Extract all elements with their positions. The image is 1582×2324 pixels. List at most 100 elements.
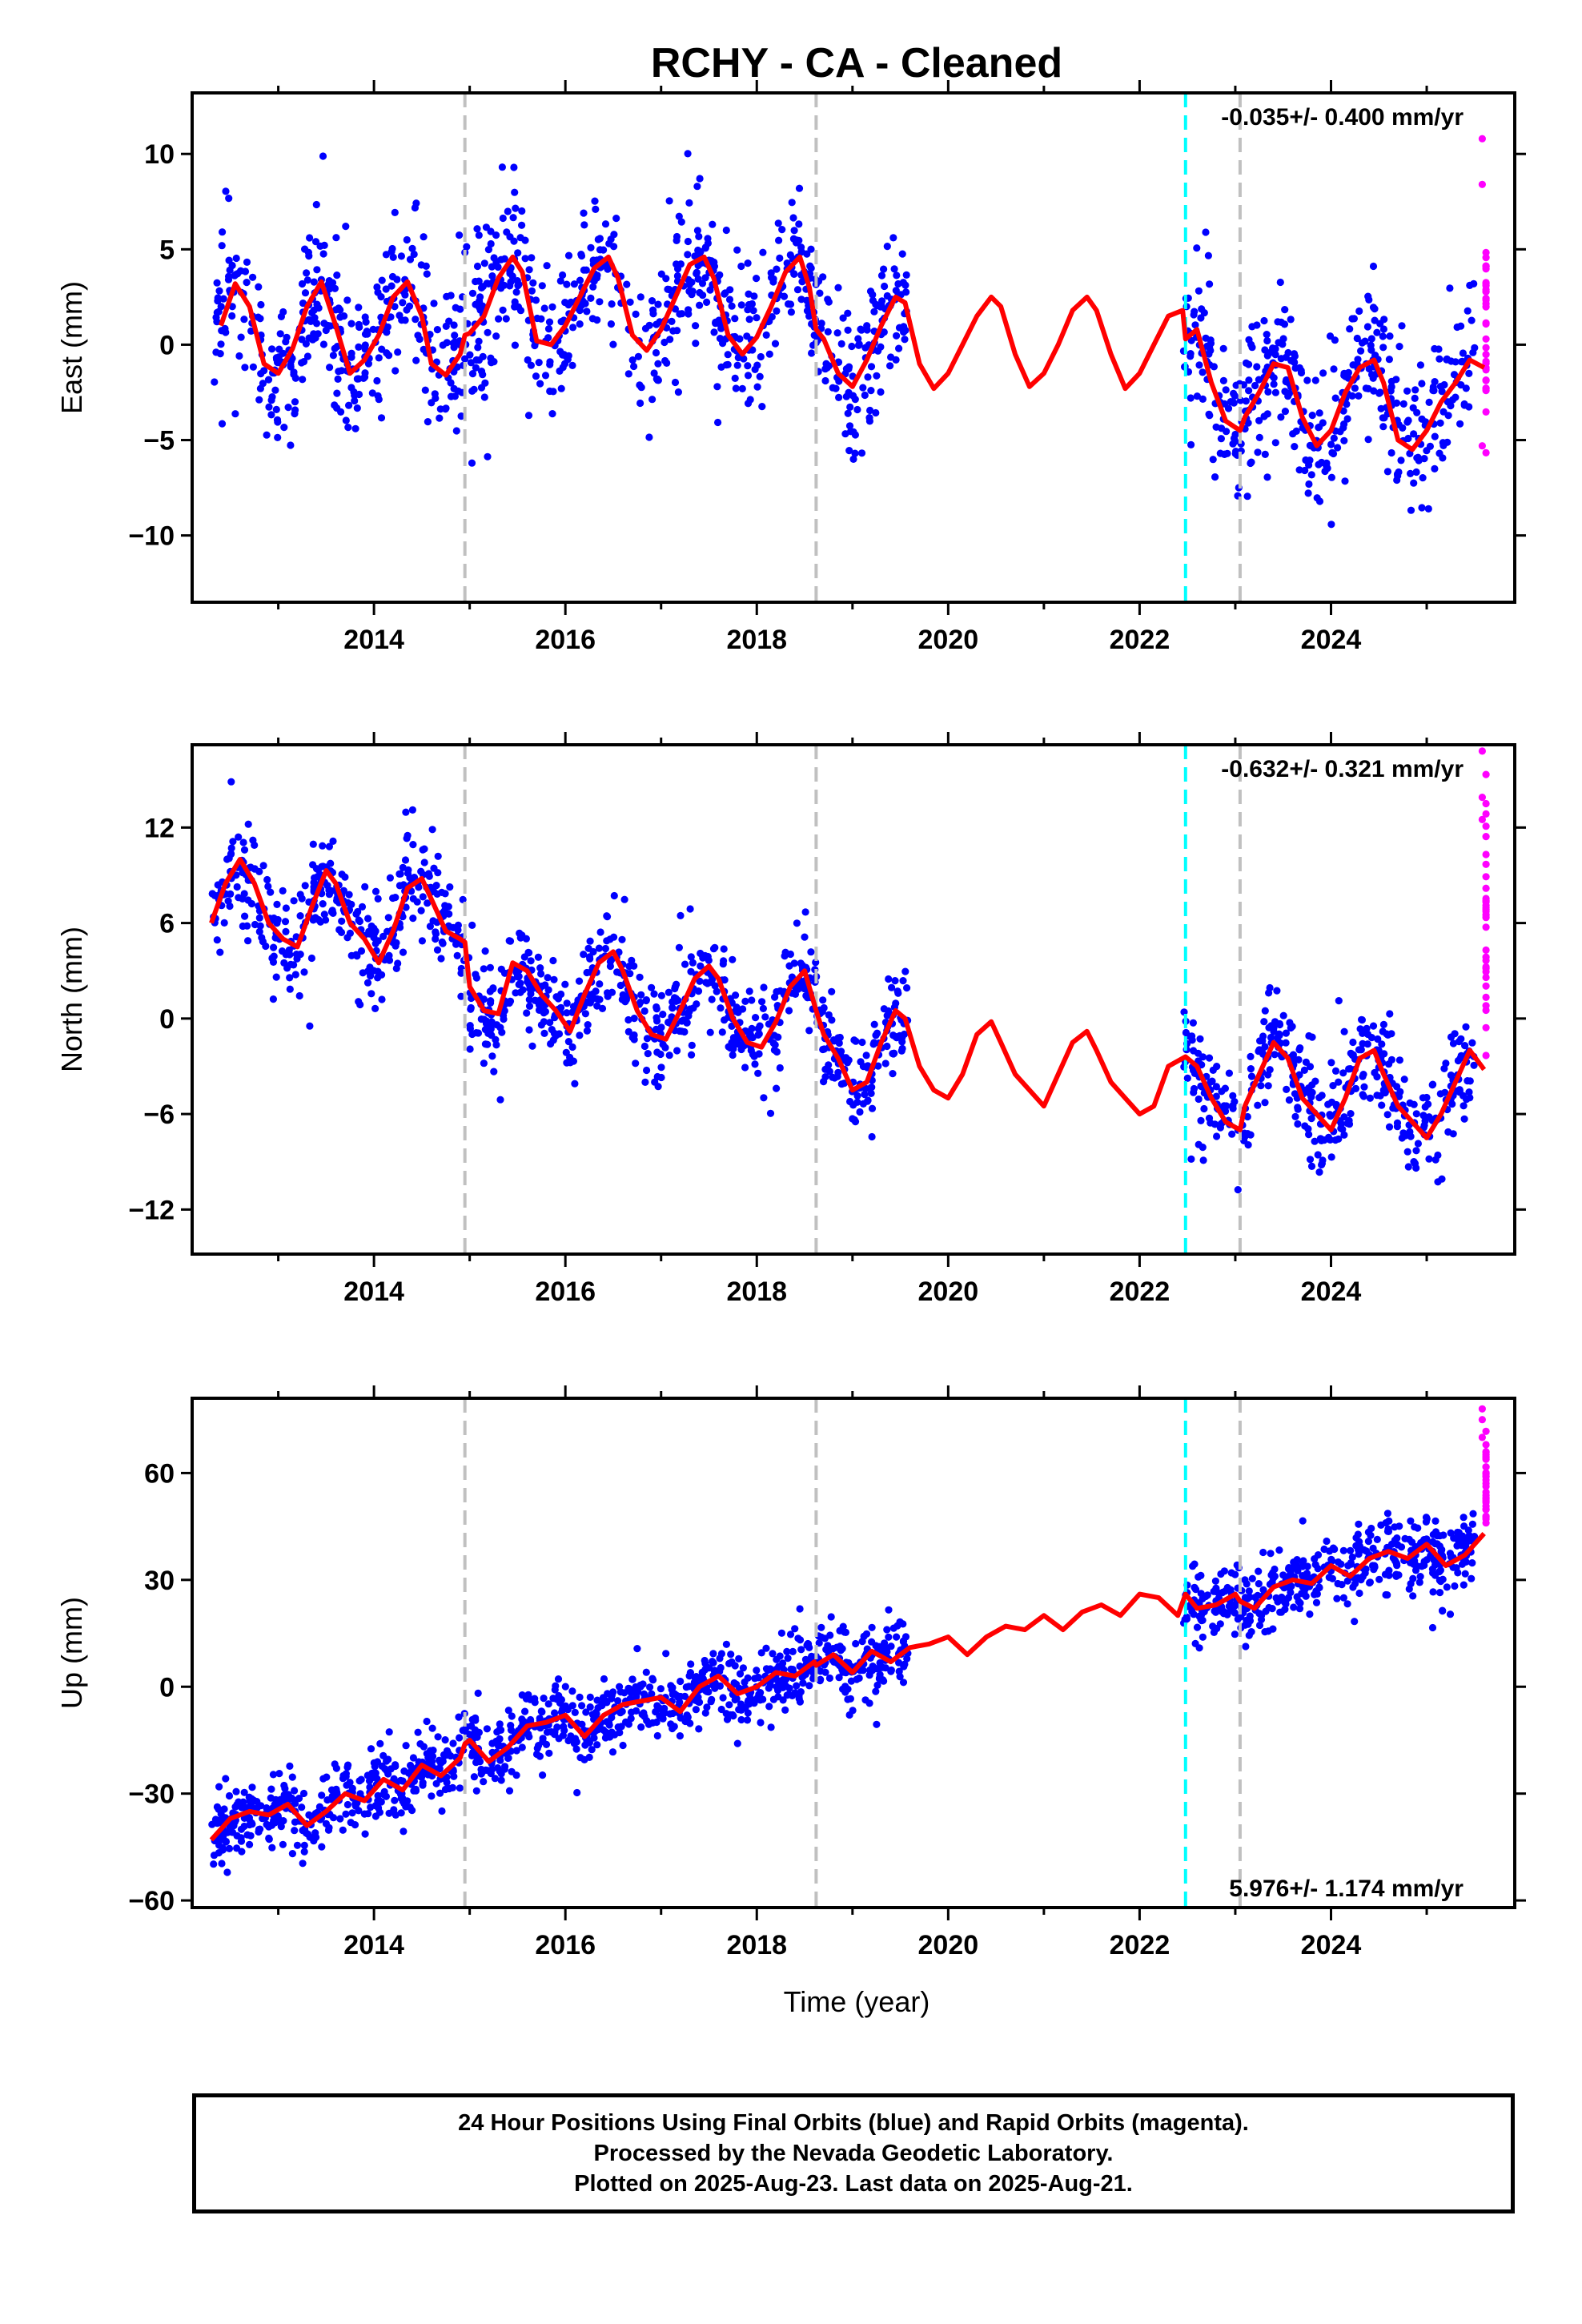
data-point (546, 387, 554, 396)
data-point (340, 312, 348, 320)
data-point (1311, 376, 1319, 384)
data-point (546, 1019, 554, 1027)
rapid-point (1478, 180, 1486, 188)
data-point (409, 895, 417, 903)
data-point (1366, 1094, 1374, 1102)
data-point (1324, 1133, 1333, 1141)
data-point (516, 307, 525, 315)
data-point (516, 934, 524, 942)
data-point (449, 340, 457, 348)
data-point (391, 1761, 400, 1769)
data-point (701, 1656, 709, 1665)
data-point (900, 1663, 908, 1671)
data-point (434, 1733, 442, 1741)
data-point (790, 227, 798, 235)
data-point (744, 362, 752, 370)
data-point (609, 340, 617, 348)
data-point (556, 1699, 564, 1707)
data-point (1354, 356, 1362, 364)
data-point (299, 376, 307, 384)
data-point (446, 883, 454, 891)
data-point (636, 399, 644, 408)
data-point (356, 1000, 364, 1009)
data-point (652, 1025, 661, 1033)
data-point (1379, 1020, 1387, 1028)
data-point (272, 405, 280, 413)
data-point (1259, 1037, 1267, 1045)
data-point (1346, 1065, 1355, 1073)
data-point (1271, 439, 1279, 447)
data-point (256, 1825, 264, 1833)
data-point (1430, 387, 1438, 395)
data-point (487, 999, 495, 1007)
data-point (750, 292, 758, 300)
data-point (793, 919, 801, 927)
data-point (1457, 1035, 1465, 1043)
data-point (1436, 1578, 1445, 1586)
data-point (423, 270, 431, 278)
data-point (259, 380, 267, 388)
data-point (677, 1677, 685, 1686)
data-point (1205, 1054, 1214, 1062)
data-point (311, 914, 319, 922)
data-point (803, 307, 812, 315)
data-point (1425, 398, 1433, 406)
data-point (693, 268, 701, 276)
data-point (1200, 1608, 1208, 1616)
data-point (1282, 1029, 1290, 1037)
data-point (619, 991, 627, 999)
data-point (893, 271, 901, 279)
footer-line-2: Processed by the Nevada Geodetic Laborat… (593, 2141, 1114, 2166)
data-point (1434, 1151, 1442, 1160)
data-point (733, 1680, 741, 1688)
data-point (873, 372, 881, 380)
data-point (214, 881, 222, 889)
data-point (1260, 316, 1268, 325)
data-point (693, 1673, 701, 1681)
data-point (665, 285, 673, 294)
data-point (752, 1014, 760, 1022)
data-point (416, 335, 424, 344)
data-point (467, 359, 476, 367)
data-point (1315, 1583, 1323, 1592)
data-point (693, 227, 702, 235)
data-point (589, 256, 597, 264)
rapid-point (1482, 296, 1490, 304)
data-point (1401, 1534, 1409, 1542)
data-point (1346, 325, 1354, 333)
data-point (796, 1605, 804, 1613)
data-point (1211, 1577, 1219, 1585)
data-point (1295, 1046, 1303, 1054)
data-point (382, 285, 390, 293)
data-point (246, 1840, 254, 1848)
data-point (215, 1783, 223, 1791)
data-point (725, 296, 734, 304)
y-tick-label: −12 (128, 1195, 175, 1225)
data-point (1323, 1537, 1331, 1546)
data-point (243, 922, 251, 930)
data-point (903, 1655, 911, 1663)
data-point (852, 1639, 860, 1648)
data-point (1219, 1588, 1227, 1597)
data-point (607, 320, 616, 328)
data-point (343, 296, 351, 304)
data-point (1299, 1517, 1307, 1525)
data-point (386, 874, 394, 882)
data-point (487, 354, 495, 362)
data-point (414, 1728, 422, 1736)
data-point (1423, 1093, 1431, 1102)
data-point (709, 1650, 717, 1658)
y-tick-label: −30 (128, 1779, 175, 1810)
data-point (353, 375, 361, 383)
data-point (632, 1707, 640, 1715)
data-point (219, 1844, 227, 1852)
data-point (1376, 1092, 1384, 1100)
data-point (243, 279, 251, 287)
data-point (504, 1707, 512, 1715)
data-point (1366, 1578, 1374, 1586)
data-point (293, 1841, 302, 1849)
data-point (1344, 368, 1352, 376)
data-point (1369, 262, 1378, 271)
data-point (610, 933, 618, 941)
data-point (343, 934, 351, 942)
